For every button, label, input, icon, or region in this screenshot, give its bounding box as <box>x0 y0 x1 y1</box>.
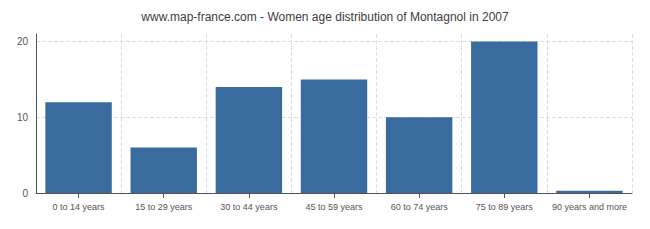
svg-text:0 to 14 years: 0 to 14 years <box>53 202 106 212</box>
svg-text:10: 10 <box>17 112 29 123</box>
svg-text:30 to 44 years: 30 to 44 years <box>220 202 278 212</box>
svg-text:20: 20 <box>17 36 29 47</box>
svg-text:15 to 29 years: 15 to 29 years <box>135 202 193 212</box>
svg-text:0: 0 <box>22 188 28 199</box>
svg-text:75 to 89 years: 75 to 89 years <box>476 202 534 212</box>
svg-text:60 to 74 years: 60 to 74 years <box>391 202 449 212</box>
svg-text:www.map-france.com - Women age: www.map-france.com - Women age distribut… <box>140 10 509 24</box>
svg-text:45 to 59 years: 45 to 59 years <box>305 202 363 212</box>
svg-text:90 years and more: 90 years and more <box>552 202 627 212</box>
